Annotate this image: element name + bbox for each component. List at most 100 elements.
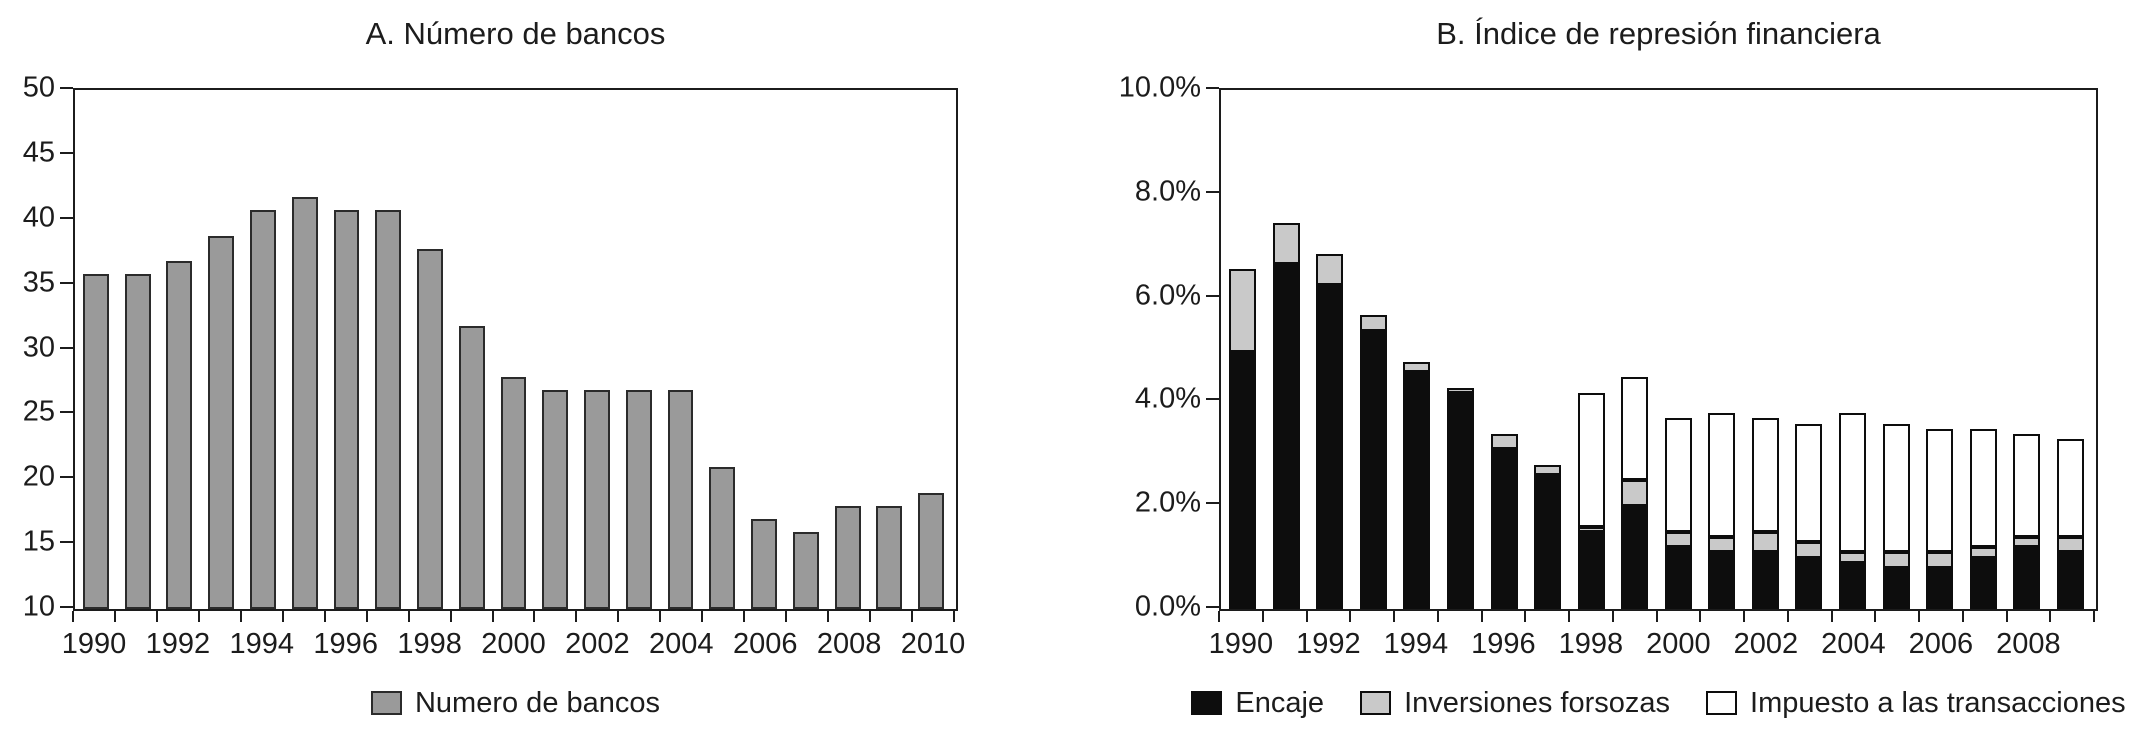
panel-a-legend: Numero de bancos	[73, 686, 958, 720]
y-tick-mark	[60, 541, 73, 544]
bar-1997-numero-de-bancos	[375, 209, 402, 609]
x-tick-label: 2000	[481, 628, 546, 660]
x-tick-mark	[1961, 611, 1964, 622]
bar-2003-inversiones-forsozas	[1795, 542, 1823, 558]
bar-2002-numero-de-bancos	[584, 390, 610, 609]
x-tick-mark	[1743, 611, 1745, 622]
panel-b-x-axis: 1990 1992 1994 1996 1998 2000 2002 2004 2006 2008	[1209, 611, 2098, 681]
x-tick-mark	[869, 611, 872, 622]
bar-2004-encaje	[1838, 562, 1866, 609]
bar-1996-numero-de-bancos	[333, 209, 360, 609]
x-tick-mark	[449, 611, 452, 622]
x-tick-mark	[491, 611, 494, 622]
legend-swatch-icon	[1191, 691, 1223, 715]
x-tick-label: 2004	[1821, 628, 1886, 660]
x-tick-label: 1992	[145, 628, 211, 660]
panel-a-x-axis: 1990 1992 1994 1996 1998 2000 2002 2004 2006 2008…	[62, 611, 965, 681]
legend-label: Numero de bancos	[414, 686, 661, 719]
bar-2006-impuesto-a-las-transacciones	[1926, 428, 1954, 553]
x-tick-mark	[407, 611, 410, 622]
bar-2009-inversiones-forsozas	[2056, 536, 2084, 553]
bar-1990-numero-de-bancos	[82, 274, 109, 609]
y-tick-mark	[60, 87, 73, 89]
y-tick-label: 25	[22, 395, 55, 428]
x-tick-label: 1998	[1558, 628, 1624, 660]
x-tick-mark	[281, 611, 284, 622]
y-tick-mark	[60, 281, 73, 284]
x-tick-mark	[1261, 611, 1264, 622]
bar-1994-numero-de-bancos	[249, 209, 276, 609]
bar-2005-numero-de-bancos	[709, 467, 736, 609]
bar-2009-impuesto-a-las-transacciones	[2056, 439, 2084, 537]
bar-1998-numero-de-bancos	[417, 248, 443, 609]
x-tick-mark	[1655, 611, 1658, 622]
x-tick-mark	[239, 611, 242, 622]
y-tick-label: 6.0%	[1134, 279, 1201, 312]
legend-swatch-icon	[1360, 691, 1392, 715]
bar-2004-inversiones-forsozas	[1838, 552, 1866, 563]
x-tick-mark	[827, 611, 830, 622]
x-tick-mark	[1218, 611, 1220, 622]
y-tick-label: 35	[22, 266, 55, 299]
x-tick-mark	[1568, 611, 1570, 622]
y-tick-mark	[60, 411, 73, 414]
x-tick-mark	[785, 611, 788, 622]
y-tick-mark	[60, 346, 73, 349]
bar-1995-numero-de-bancos	[291, 197, 318, 609]
y-tick-label: 45	[22, 136, 55, 169]
y-tick-label: 20	[22, 460, 55, 493]
x-tick-label: 1990	[1208, 628, 1274, 660]
bar-1999-inversiones-forsozas	[1621, 480, 1649, 506]
legend-item: Impuesto a las transacciones	[1706, 687, 2126, 720]
x-tick-mark	[1786, 611, 1789, 622]
bar-1993-numero-de-bancos	[208, 235, 235, 609]
x-tick-label: 1996	[313, 628, 378, 660]
y-tick-label: 10.0%	[1118, 71, 1201, 104]
x-tick-mark	[155, 611, 158, 622]
x-tick-mark	[701, 611, 704, 622]
bar-1990-inversiones-forsozas	[1229, 269, 1257, 352]
x-tick-mark	[533, 611, 536, 622]
x-tick-mark	[659, 611, 662, 622]
bar-1997-inversiones-forsozas	[1534, 464, 1562, 476]
legend-item: Numero de bancos	[370, 686, 661, 720]
bar-1990-encaje	[1229, 351, 1257, 609]
x-tick-mark	[1393, 611, 1395, 622]
x-tick-mark	[2049, 611, 2052, 622]
y-tick-mark	[60, 216, 73, 219]
x-tick-label: 2006	[732, 628, 798, 660]
bar-1998-impuesto-a-las-transacciones	[1577, 392, 1605, 527]
bar-1998-inversiones-forsozas	[1577, 526, 1605, 532]
bar-2007-encaje	[1969, 557, 1997, 609]
bar-1999-encaje	[1621, 506, 1649, 609]
y-tick-mark	[1206, 398, 1219, 401]
y-tick-label: 10	[22, 590, 55, 623]
bar-2006-encaje	[1926, 567, 1954, 609]
x-tick-mark	[365, 611, 368, 622]
bar-1995-encaje	[1447, 392, 1475, 609]
bar-2008-inversiones-forsozas	[2013, 536, 2041, 548]
legend-label: Impuesto a las transacciones	[1750, 686, 2126, 719]
x-tick-mark	[1524, 611, 1527, 622]
x-tick-label: 1994	[1383, 628, 1449, 660]
legend-item: Inversiones forsozas	[1360, 687, 1670, 720]
x-tick-mark	[1480, 611, 1483, 622]
x-tick-label: 2000	[1646, 628, 1711, 660]
bar-2010-numero-de-bancos	[918, 493, 945, 609]
panel-b-y-axis: 10.0% 8.0% 6.0% 4.0% 2.0% 0.0%	[1069, 72, 1219, 623]
bar-1992-encaje	[1316, 284, 1344, 609]
panel-b-plot	[1219, 88, 2098, 611]
bar-2002-encaje	[1751, 552, 1779, 609]
bar-1998-encaje	[1577, 531, 1605, 609]
bar-1997-encaje	[1534, 475, 1562, 609]
bar-2004-impuesto-a-las-transacciones	[1838, 413, 1866, 553]
x-tick-mark	[1349, 611, 1352, 622]
y-tick-label: 2.0%	[1134, 486, 1201, 519]
bar-2000-impuesto-a-las-transacciones	[1664, 418, 1692, 532]
panel-a-y-axis: 50 45 40 35 30 25 20 15 10	[0, 72, 73, 623]
bar-1996-inversiones-forsozas	[1490, 433, 1518, 450]
x-tick-mark	[323, 611, 326, 622]
x-tick-mark	[743, 611, 746, 622]
y-tick-mark	[1206, 294, 1219, 297]
x-tick-mark	[2093, 611, 2095, 622]
